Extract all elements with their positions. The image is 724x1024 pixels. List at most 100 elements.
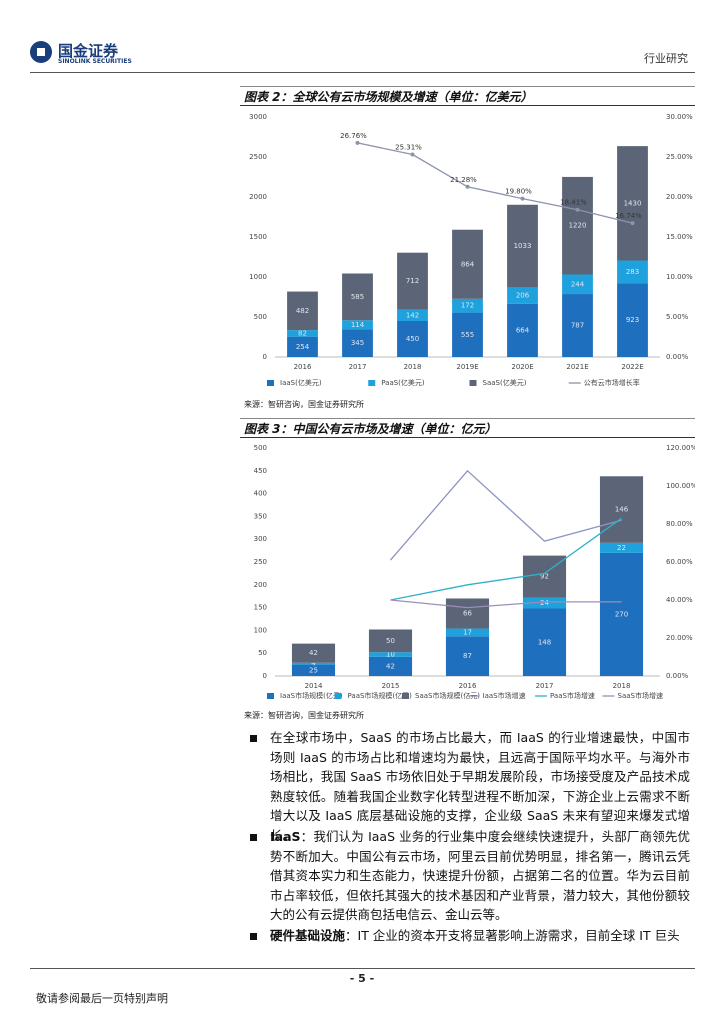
bar-segment: [599, 476, 644, 543]
bar-segment: [445, 598, 490, 629]
data-label: 16.74%: [615, 212, 642, 220]
bar-segment: [562, 294, 593, 357]
disclaimer: 敬请参阅最后一页特别声明: [36, 992, 168, 1005]
x-tick-label: 2018: [613, 682, 631, 690]
data-label: 66: [463, 610, 472, 618]
bar-segment: [617, 146, 648, 261]
y-tick-label: 2000: [249, 193, 267, 201]
y2-tick-label: 30.00%: [666, 113, 693, 121]
bar-segment: [342, 273, 373, 321]
data-label: 1033: [514, 242, 532, 250]
y2-tick-label: 5.00%: [666, 313, 689, 321]
bar-segment: [291, 643, 336, 663]
data-label: 87: [463, 652, 472, 660]
paragraph-text: ：我们认为 IaaS 业务的行业集中度会继续快速提升，头部厂商领先优势不断加大。…: [270, 829, 690, 923]
legend-label: PaaS市场规模(亿元): [348, 691, 413, 700]
x-tick-label: 2020E: [511, 363, 533, 371]
bar-segment: [507, 303, 538, 357]
x-tick-label: 2019E: [456, 363, 478, 371]
data-label: 585: [351, 293, 364, 301]
page-number: - 5 -: [349, 972, 375, 985]
figure-title: 图表 3：中国公有云市场及增速（单位：亿元）: [240, 418, 695, 438]
line-series: [390, 517, 622, 601]
data-label: 146: [615, 506, 629, 514]
y-tick-label: 1500: [249, 233, 267, 241]
y2-tick-label: 10.00%: [666, 273, 693, 281]
data-label: 482: [296, 307, 309, 315]
bar-segment: [291, 664, 336, 676]
data-label: 4: [311, 660, 316, 668]
legend-label: PaaS(亿美元): [381, 378, 425, 387]
y-tick-label: 150: [254, 604, 267, 612]
x-tick-label: 2015: [382, 682, 400, 690]
data-label: 22: [617, 544, 626, 552]
data-label: 21.28%: [450, 176, 477, 184]
x-tick-label: 2022E: [621, 363, 643, 371]
data-label: 712: [406, 277, 419, 285]
data-label: 25.31%: [395, 144, 422, 152]
x-tick-label: 2014: [305, 682, 323, 690]
figure-source: 来源：智研咨询，国金证券研究所: [244, 400, 364, 409]
y2-tick-label: 15.00%: [666, 233, 693, 241]
legend-swatch: [402, 693, 409, 699]
data-label: 787: [571, 322, 584, 330]
line-point: [465, 184, 470, 189]
legend-swatch: [368, 380, 376, 386]
footer-rule: [30, 968, 695, 969]
data-label: 244: [571, 280, 585, 288]
y-tick-label: 450: [254, 467, 267, 475]
bullet: [250, 834, 257, 841]
header-rule: [30, 72, 695, 73]
bar-segment: [617, 260, 648, 284]
y-tick-label: 0: [263, 353, 267, 361]
line-point: [630, 221, 635, 226]
x-tick-label: 2016: [459, 682, 477, 690]
bar-segment: [599, 552, 644, 676]
legend-label: IaaS市场增速: [483, 691, 526, 700]
y-tick-label: 0: [263, 672, 267, 680]
chart: 0 500 1000 1500 2000 2500 3000 0.00% 5.00% 10.00%…: [249, 113, 693, 387]
bullet: [250, 735, 257, 742]
data-label: 25: [309, 666, 318, 674]
bar-segment: [445, 636, 490, 676]
bar-segment: [599, 542, 644, 553]
y-tick-label: 500: [254, 313, 267, 321]
bar-segment: [452, 229, 483, 299]
data-label: 555: [461, 331, 474, 339]
legend-label: PaaS市场增速: [550, 691, 595, 700]
line-series: [357, 142, 633, 224]
y-tick-label: 2500: [249, 153, 267, 161]
logo-icon: [30, 41, 52, 63]
bar-segment: [445, 628, 490, 637]
bar-segment: [368, 656, 413, 676]
data-label: 24: [540, 599, 549, 607]
y-tick-label: 350: [254, 512, 267, 520]
x-tick-label: 2016: [294, 363, 312, 371]
data-label: 82: [298, 329, 307, 337]
bar-segment: [368, 652, 413, 657]
y2-tick-label: 100.00%: [666, 482, 695, 490]
data-label: 50: [386, 637, 395, 645]
legend-label: IaaS(亿美元): [280, 378, 322, 387]
y-tick-label: 1000: [249, 273, 267, 281]
data-label: 1220: [569, 222, 587, 230]
y2-tick-label: 20.00%: [666, 193, 693, 201]
bar-segment: [562, 274, 593, 295]
data-label: 10: [386, 651, 395, 659]
paragraph-lead: IaaS: [270, 829, 301, 844]
data-label: 283: [626, 268, 639, 276]
bar-segment: [507, 287, 538, 304]
data-label: 42: [386, 662, 395, 670]
line-point: [355, 140, 360, 145]
line-point: [575, 207, 580, 212]
y-tick-label: 250: [254, 558, 267, 566]
bar-segment: [287, 330, 318, 337]
y-tick-label: 400: [254, 490, 267, 498]
bar-segment: [617, 283, 648, 357]
bar-segment: [522, 597, 567, 609]
bullet: [250, 933, 257, 940]
y2-tick-label: 40.00%: [666, 596, 693, 604]
data-label: 345: [351, 339, 364, 347]
x-tick-label: 2017: [536, 682, 554, 690]
